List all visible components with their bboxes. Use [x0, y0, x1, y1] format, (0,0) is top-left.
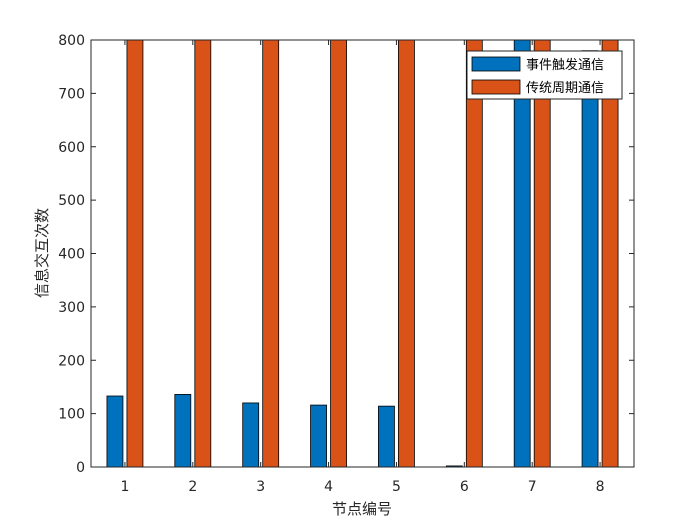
bar-periodic-1 — [126, 39, 144, 468]
bar-event-7 — [513, 39, 531, 468]
x-tick-label: 7 — [528, 479, 537, 495]
x-tick-label: 1 — [120, 479, 129, 495]
bar-event-4 — [310, 404, 327, 468]
bar-periodic-6 — [465, 39, 483, 468]
legend-swatch-periodic — [471, 79, 521, 95]
x-tick-label: 2 — [188, 479, 197, 495]
y-tick-label: 500 — [58, 193, 85, 209]
x-tick-label: 3 — [256, 479, 265, 495]
x-tick-label: 8 — [596, 479, 605, 495]
x-tick-label: 5 — [392, 479, 401, 495]
bar-event-5 — [378, 405, 395, 468]
x-axis-title: 节点编号 — [332, 500, 392, 518]
bar-periodic-2 — [194, 39, 212, 468]
y-tick-label: 700 — [58, 86, 85, 102]
legend-label-event: 事件触发通信 — [526, 57, 604, 73]
y-tick-label: 300 — [58, 300, 85, 316]
bar-periodic-7 — [533, 39, 551, 468]
x-axis: 1 2 3 4 5 6 7 8 — [120, 40, 605, 495]
legend-label-periodic: 传统周期通信 — [526, 81, 604, 96]
bar-event-8 — [581, 50, 599, 468]
bar-periodic-5 — [398, 39, 415, 468]
x-tick-label: 6 — [460, 479, 469, 495]
x-tick-label: 4 — [324, 479, 333, 495]
bar-event-1 — [106, 395, 124, 468]
y-tick-label: 100 — [58, 407, 85, 423]
legend-swatch-event — [471, 56, 521, 72]
y-tick-label: 200 — [58, 353, 85, 369]
y-tick-label: 600 — [58, 140, 85, 156]
y-tick-label: 800 — [58, 33, 85, 49]
plot-area — [91, 40, 634, 467]
bar-periodic-3 — [262, 39, 280, 468]
bars-group — [106, 39, 619, 468]
bar-event-3 — [242, 402, 260, 468]
y-axis: 0 100 200 300 400 500 600 700 800 — [58, 33, 634, 476]
bar-event-2 — [174, 394, 192, 468]
bar-periodic-8 — [601, 39, 619, 468]
y-tick-label: 0 — [76, 460, 85, 476]
bar-periodic-4 — [330, 39, 347, 468]
y-tick-label: 400 — [58, 247, 85, 263]
y-axis-title: 信息交互次数 — [33, 208, 51, 298]
legend: 事件触发通信 传统周期通信 — [466, 50, 623, 100]
